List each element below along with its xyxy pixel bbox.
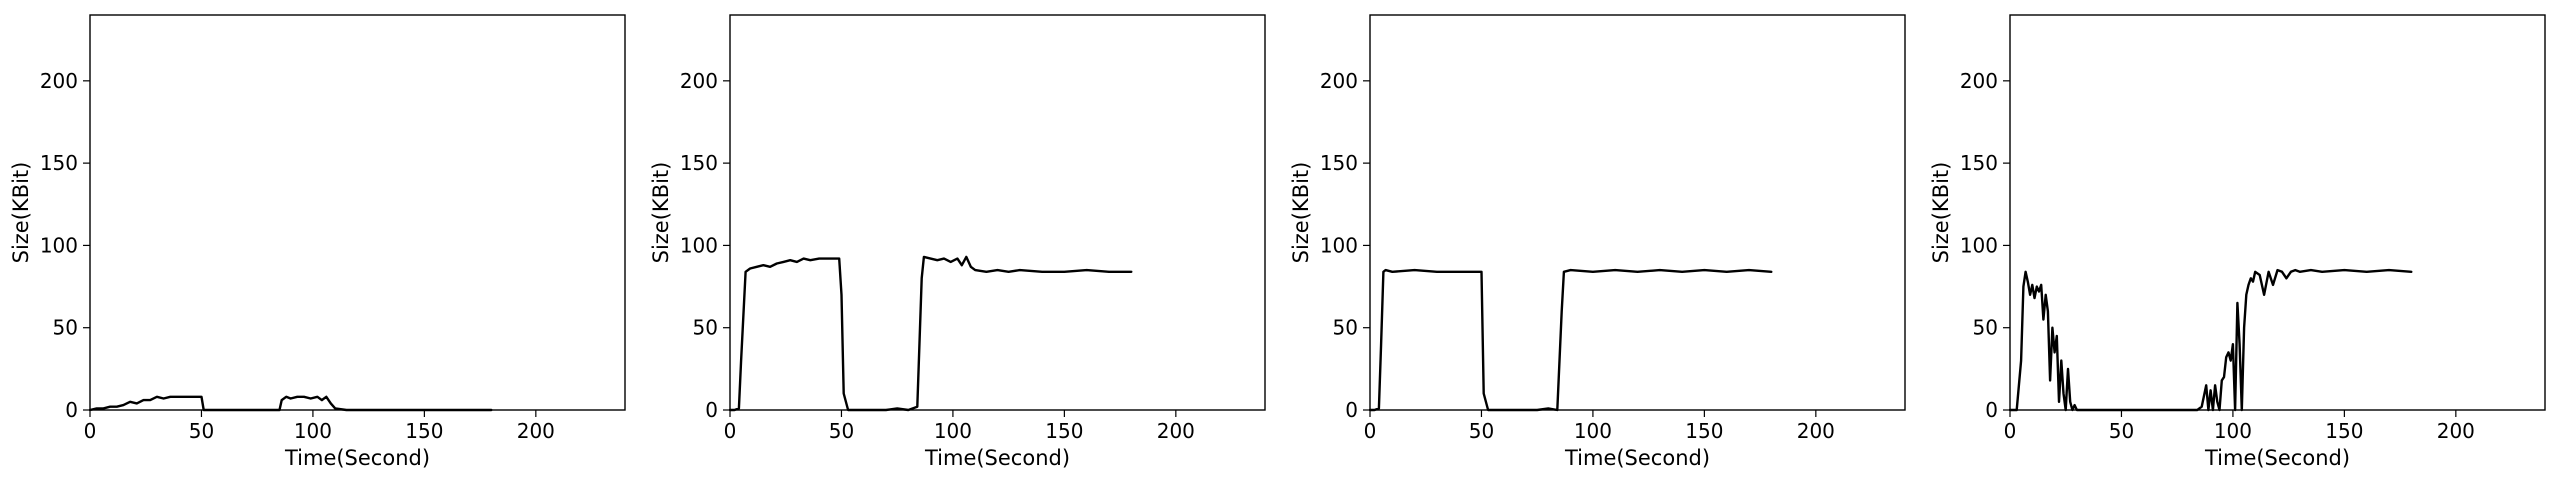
x-tick-label: 200 (1797, 419, 1835, 443)
y-axis-label: Size(KBit) (1929, 162, 1953, 264)
chart-panel-3: 0 50 100 150 200 0 50 100 150 200 Time(Second) Size… (1289, 14, 1906, 470)
y-tick-label: 50 (1333, 316, 1358, 340)
y-tick-label: 200 (40, 69, 78, 93)
x-tick-label: 150 (1685, 419, 1723, 443)
y-tick-label: 150 (40, 151, 78, 175)
plot-frame (89, 14, 626, 411)
y-tick-label: 200 (680, 69, 718, 93)
series-line-1 (88, 395, 493, 412)
series-line-1 (728, 255, 1133, 412)
x-tick-label: 200 (517, 419, 555, 443)
y-tick-label: 50 (693, 316, 718, 340)
x-tick-label: 150 (1045, 419, 1083, 443)
y-tick-label: 150 (1320, 151, 1358, 175)
x-tick-label: 100 (934, 419, 972, 443)
x-tick-label: 150 (405, 419, 443, 443)
plot-frame (1369, 14, 1906, 411)
chart-panel-4: 0 50 100 150 200 0 50 100 150 200 Time(Second) Size… (1929, 14, 2546, 470)
series-line-1 (1368, 268, 1773, 412)
x-tick-label: 50 (1469, 419, 1494, 443)
chart-panel-2: 0 50 100 150 200 0 50 100 150 200 Time(Second) Size… (649, 14, 1266, 470)
x-tick-label: 0 (84, 419, 97, 443)
x-tick-label: 0 (1364, 419, 1377, 443)
x-tick-label: 50 (829, 419, 854, 443)
y-tick-label: 0 (705, 398, 718, 422)
x-axis-label: Time(Second) (2204, 446, 2350, 470)
series-line-1 (2008, 268, 2413, 412)
x-tick-label: 200 (1157, 419, 1195, 443)
y-tick-label: 150 (1960, 151, 1998, 175)
y-axis-label: Size(KBit) (1289, 162, 1313, 264)
y-tick-label: 100 (1320, 233, 1358, 257)
y-tick-label: 0 (1345, 398, 1358, 422)
x-tick-label: 100 (2214, 419, 2252, 443)
y-tick-label: 100 (40, 233, 78, 257)
y-tick-label: 100 (680, 233, 718, 257)
y-axis-label: Size(KBit) (9, 162, 33, 264)
x-axis-label: Time(Second) (284, 446, 430, 470)
x-tick-label: 100 (1574, 419, 1612, 443)
y-axis-label: Size(KBit) (649, 162, 673, 264)
plot-frame (2009, 14, 2546, 411)
x-tick-label: 50 (2109, 419, 2134, 443)
x-tick-label: 150 (2325, 419, 2363, 443)
y-tick-label: 0 (1985, 398, 1998, 422)
y-tick-label: 100 (1960, 233, 1998, 257)
x-tick-label: 100 (294, 419, 332, 443)
y-tick-label: 200 (1320, 69, 1358, 93)
x-tick-label: 0 (2004, 419, 2017, 443)
y-tick-label: 50 (53, 316, 78, 340)
x-axis-label: Time(Second) (924, 446, 1070, 470)
x-tick-label: 50 (189, 419, 214, 443)
y-tick-label: 0 (65, 398, 78, 422)
y-tick-label: 150 (680, 151, 718, 175)
x-tick-label: 200 (2437, 419, 2475, 443)
x-axis-label: Time(Second) (1564, 446, 1710, 470)
y-tick-label: 200 (1960, 69, 1998, 93)
chart-panel-1: 0 50 100 150 200 0 50 100 150 200 Time(Second) Size… (9, 14, 626, 470)
y-tick-label: 50 (1973, 316, 1998, 340)
x-tick-label: 0 (724, 419, 737, 443)
plot-frame (729, 14, 1266, 411)
